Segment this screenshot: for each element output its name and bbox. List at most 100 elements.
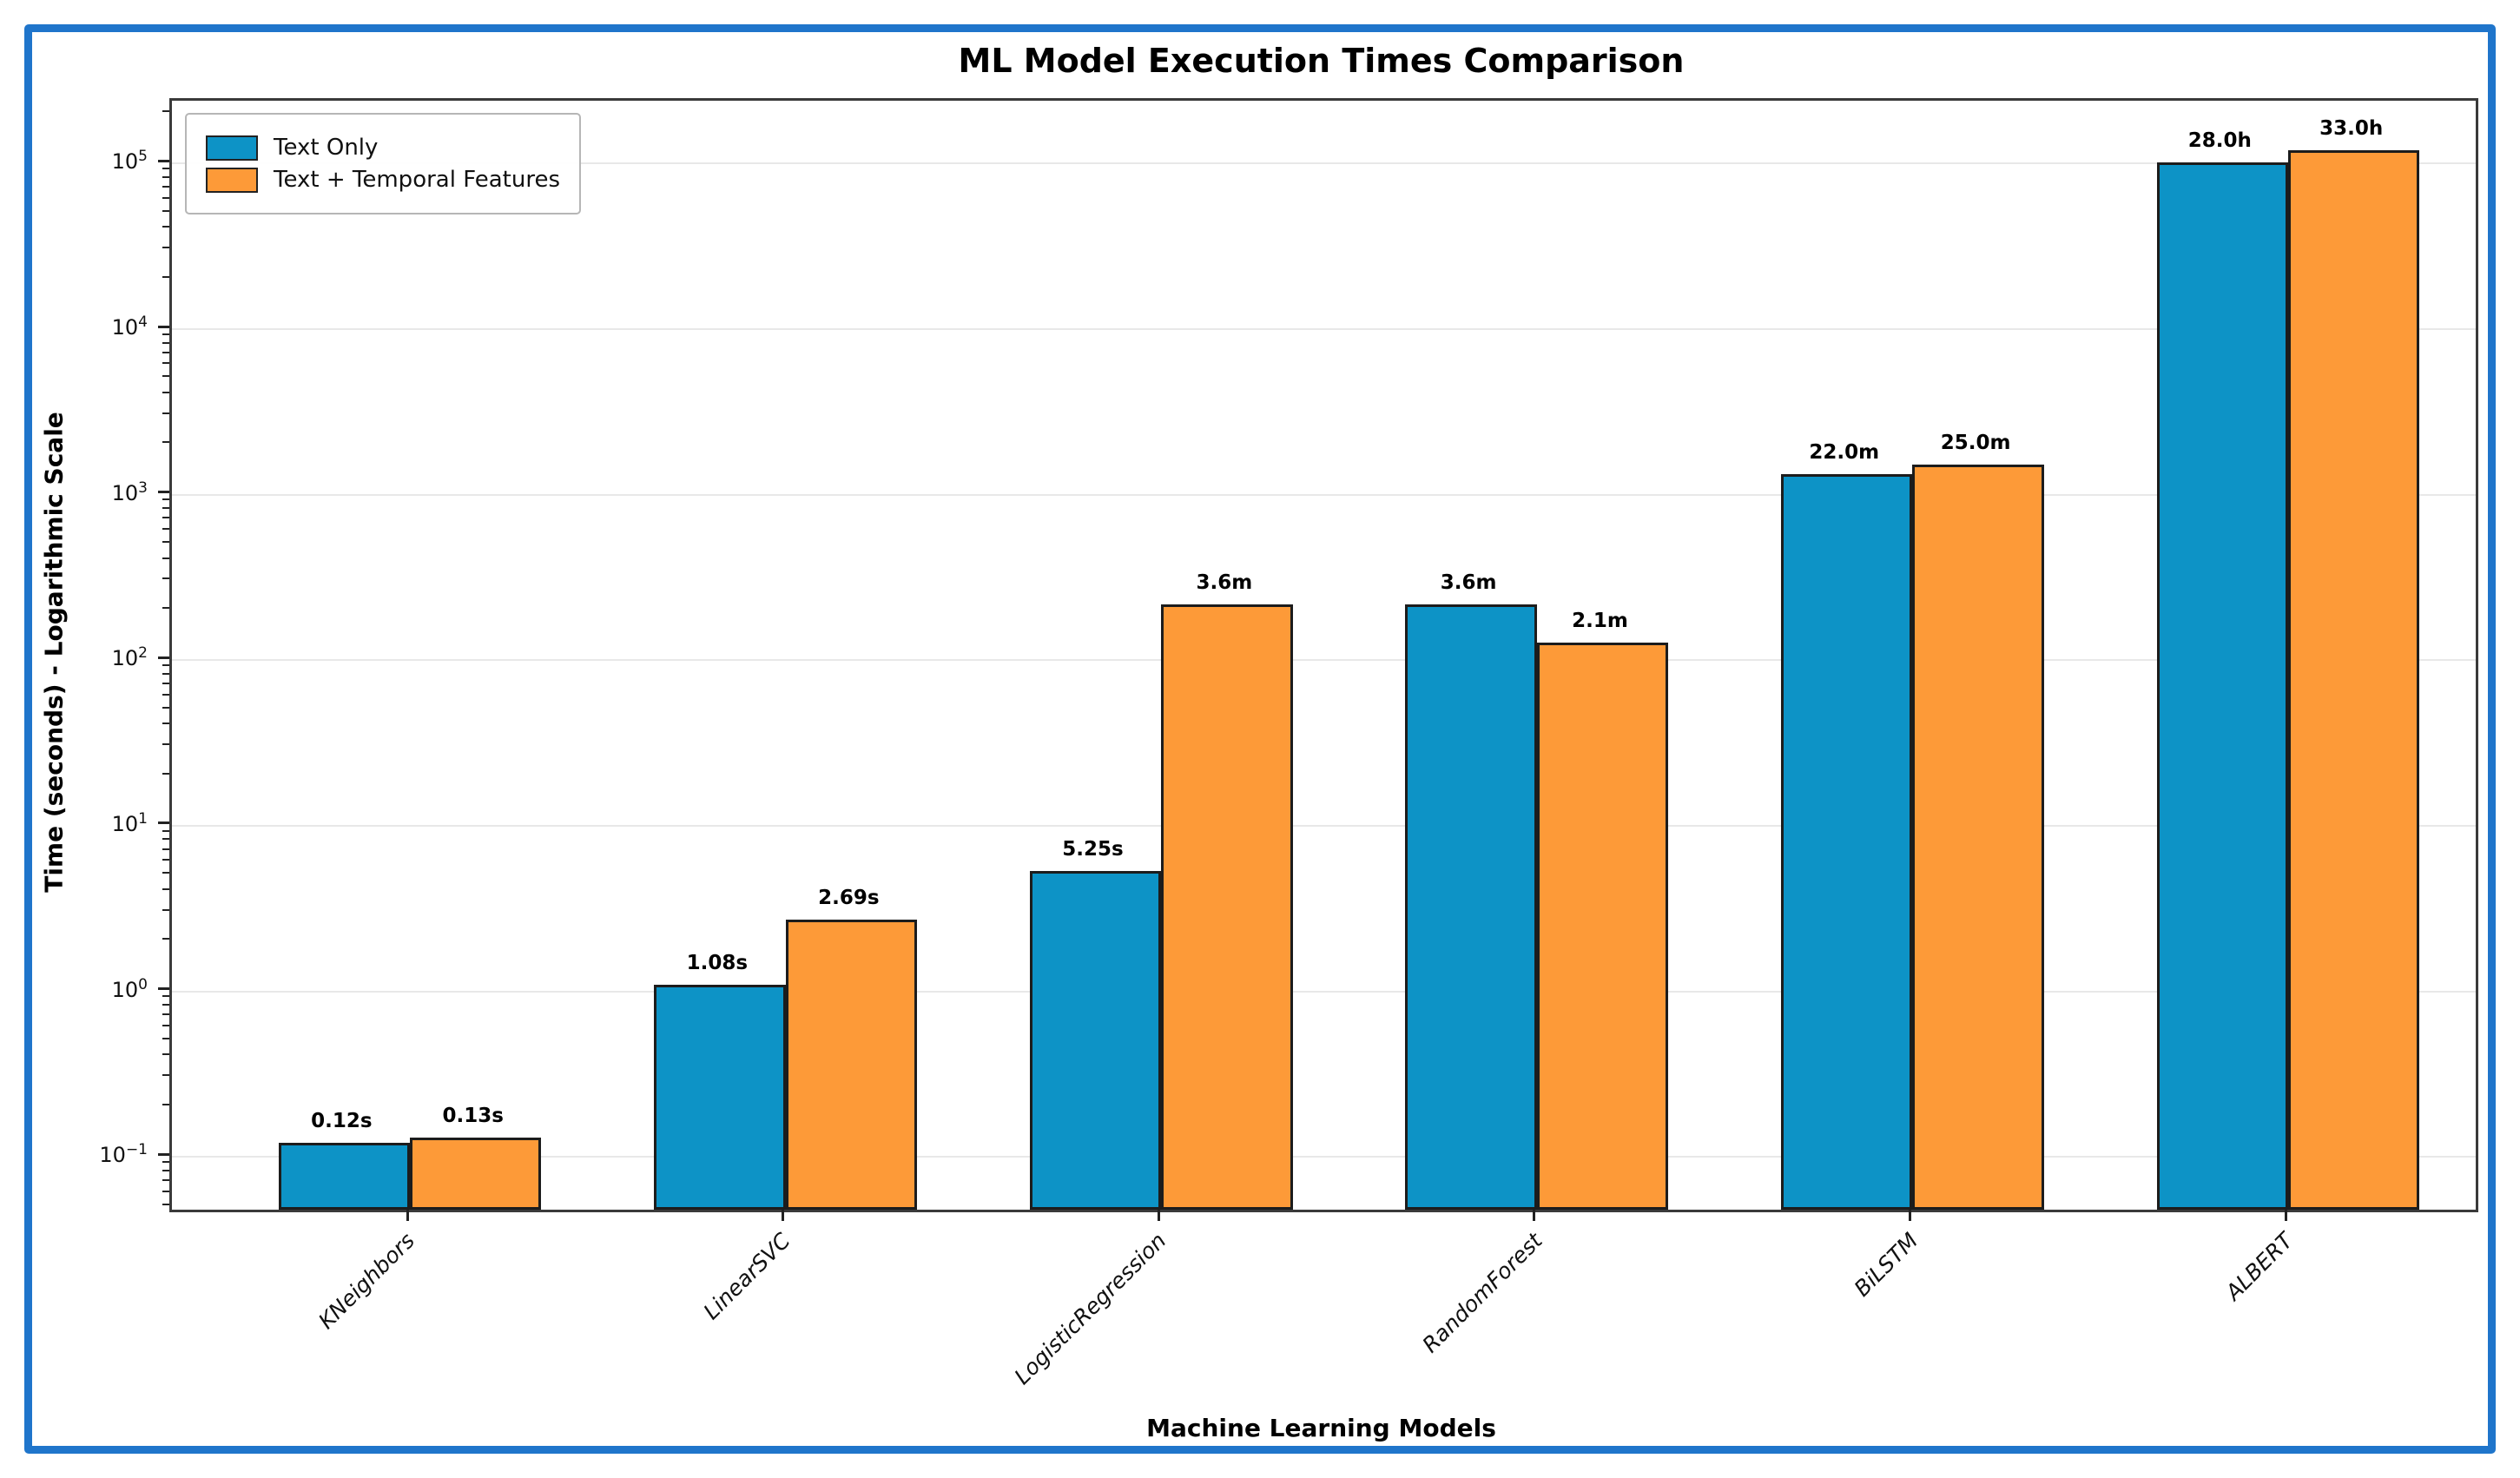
- y-axis-minor-tick: [162, 175, 169, 178]
- legend-swatch-icon: [206, 135, 258, 161]
- bar-text-only: [2156, 162, 2288, 1210]
- y-axis-minor-tick: [162, 1190, 169, 1192]
- y-axis-minor-tick: [162, 1074, 169, 1077]
- chart-title: ML Model Execution Times Comparison: [958, 42, 1685, 80]
- y-axis-major-tick: [158, 159, 169, 162]
- y-axis-minor-tick: [162, 838, 169, 841]
- y-axis-minor-tick: [162, 557, 169, 559]
- y-tick-label: 102: [111, 644, 148, 671]
- bar-value-label: 2.69s: [818, 886, 880, 909]
- y-axis-minor-tick: [162, 772, 169, 775]
- legend-item: Text + Temporal Features: [206, 167, 560, 193]
- y-axis-minor-tick: [162, 441, 169, 444]
- x-axis-tick: [1908, 1210, 1911, 1221]
- grid-line: [172, 1156, 2476, 1158]
- y-axis-minor-tick: [162, 1178, 169, 1181]
- y-axis-minor-tick: [162, 1169, 169, 1171]
- y-axis-minor-tick: [162, 196, 169, 199]
- y-axis-minor-tick: [162, 664, 169, 667]
- y-axis-minor-tick: [162, 362, 169, 365]
- y-tick-label: 103: [111, 478, 148, 505]
- bar-value-label: 33.0h: [2319, 117, 2384, 141]
- y-axis-major-tick: [158, 821, 169, 825]
- bar-value-label: 2.1m: [1572, 610, 1628, 633]
- y-axis-major-tick: [158, 491, 169, 494]
- y-tick-label: 100: [111, 975, 148, 1002]
- y-axis-minor-tick: [162, 517, 169, 519]
- y-axis-minor-tick: [162, 606, 169, 609]
- grid-line: [172, 659, 2476, 662]
- y-axis-minor-tick: [162, 682, 169, 684]
- y-axis-minor-tick: [162, 110, 169, 113]
- figure-frame-border: [24, 24, 2496, 1454]
- bar-value-label: 5.25s: [1062, 838, 1124, 861]
- bar-value-label: 22.0m: [1809, 440, 1880, 464]
- x-axis-tick: [1157, 1210, 1160, 1221]
- legend-item: Text Only: [206, 135, 560, 161]
- y-axis-minor-tick: [162, 1160, 169, 1163]
- bar-value-label: 3.6m: [1196, 571, 1253, 594]
- legend-label: Text + Temporal Features: [274, 167, 561, 193]
- y-axis-minor-tick: [162, 1037, 169, 1039]
- x-axis-tick: [406, 1210, 409, 1221]
- bar-text-only: [1781, 473, 1913, 1210]
- y-axis-minor-tick: [162, 412, 169, 414]
- grid-line: [172, 990, 2476, 993]
- y-axis-minor-tick: [162, 1053, 169, 1056]
- y-axis-minor-tick: [162, 341, 169, 344]
- bar-text-only: [1405, 604, 1537, 1210]
- bar-value-label: 0.12s: [311, 1110, 373, 1133]
- legend-label: Text Only: [274, 135, 379, 161]
- grid-line: [172, 162, 2476, 165]
- y-axis-minor-tick: [162, 351, 169, 353]
- y-axis-minor-tick: [162, 848, 169, 850]
- y-axis-minor-tick: [162, 723, 169, 725]
- y-axis-minor-tick: [162, 541, 169, 544]
- grid-line: [172, 493, 2476, 496]
- y-tick-label: 10−1: [99, 1141, 148, 1168]
- y-axis-minor-tick: [162, 1004, 169, 1006]
- bar-temporal: [410, 1137, 542, 1210]
- y-axis-major-tick: [158, 656, 169, 659]
- y-axis-minor-tick: [162, 247, 169, 249]
- bar-value-label: 1.08s: [686, 952, 749, 975]
- x-axis-tick: [782, 1210, 785, 1221]
- y-axis-minor-tick: [162, 872, 169, 874]
- y-axis-minor-tick: [162, 577, 169, 580]
- y-axis-minor-tick: [162, 1203, 169, 1205]
- y-axis-minor-tick: [162, 908, 169, 911]
- x-axis-label: Machine Learning Models: [1146, 1414, 1496, 1442]
- legend-swatch-icon: [206, 167, 258, 193]
- legend: Text Only Text + Temporal Features: [185, 113, 582, 214]
- bar-text-only: [1029, 871, 1162, 1210]
- y-axis-major-tick: [158, 1152, 169, 1156]
- y-axis-minor-tick: [162, 507, 169, 510]
- y-axis-minor-tick: [162, 528, 169, 531]
- y-tick-label: 104: [111, 313, 148, 340]
- bar-value-label: 28.0h: [2187, 129, 2252, 152]
- y-tick-label: 105: [111, 148, 148, 175]
- y-axis-minor-tick: [162, 829, 169, 832]
- x-axis-tick: [1533, 1210, 1536, 1221]
- y-axis-minor-tick: [162, 672, 169, 675]
- bar-text-only: [654, 985, 786, 1210]
- y-axis-minor-tick: [162, 693, 169, 696]
- bar-temporal: [1536, 643, 1669, 1210]
- y-axis-minor-tick: [162, 859, 169, 861]
- x-axis-tick: [2284, 1210, 2287, 1221]
- y-axis-minor-tick: [162, 1024, 169, 1026]
- bar-temporal: [1912, 465, 2044, 1210]
- y-axis-minor-tick: [162, 1013, 169, 1016]
- y-axis-minor-tick: [162, 995, 169, 998]
- bar-value-label: 25.0m: [1940, 432, 2011, 455]
- grid-line: [172, 328, 2476, 331]
- bar-value-label: 0.13s: [442, 1104, 504, 1127]
- grid-line: [172, 824, 2476, 827]
- bar-temporal: [785, 919, 917, 1210]
- bar-text-only: [278, 1143, 410, 1210]
- y-axis-minor-tick: [162, 498, 169, 501]
- plot-area: [169, 98, 2478, 1212]
- y-axis-minor-tick: [162, 226, 169, 228]
- y-axis-minor-tick: [162, 391, 169, 393]
